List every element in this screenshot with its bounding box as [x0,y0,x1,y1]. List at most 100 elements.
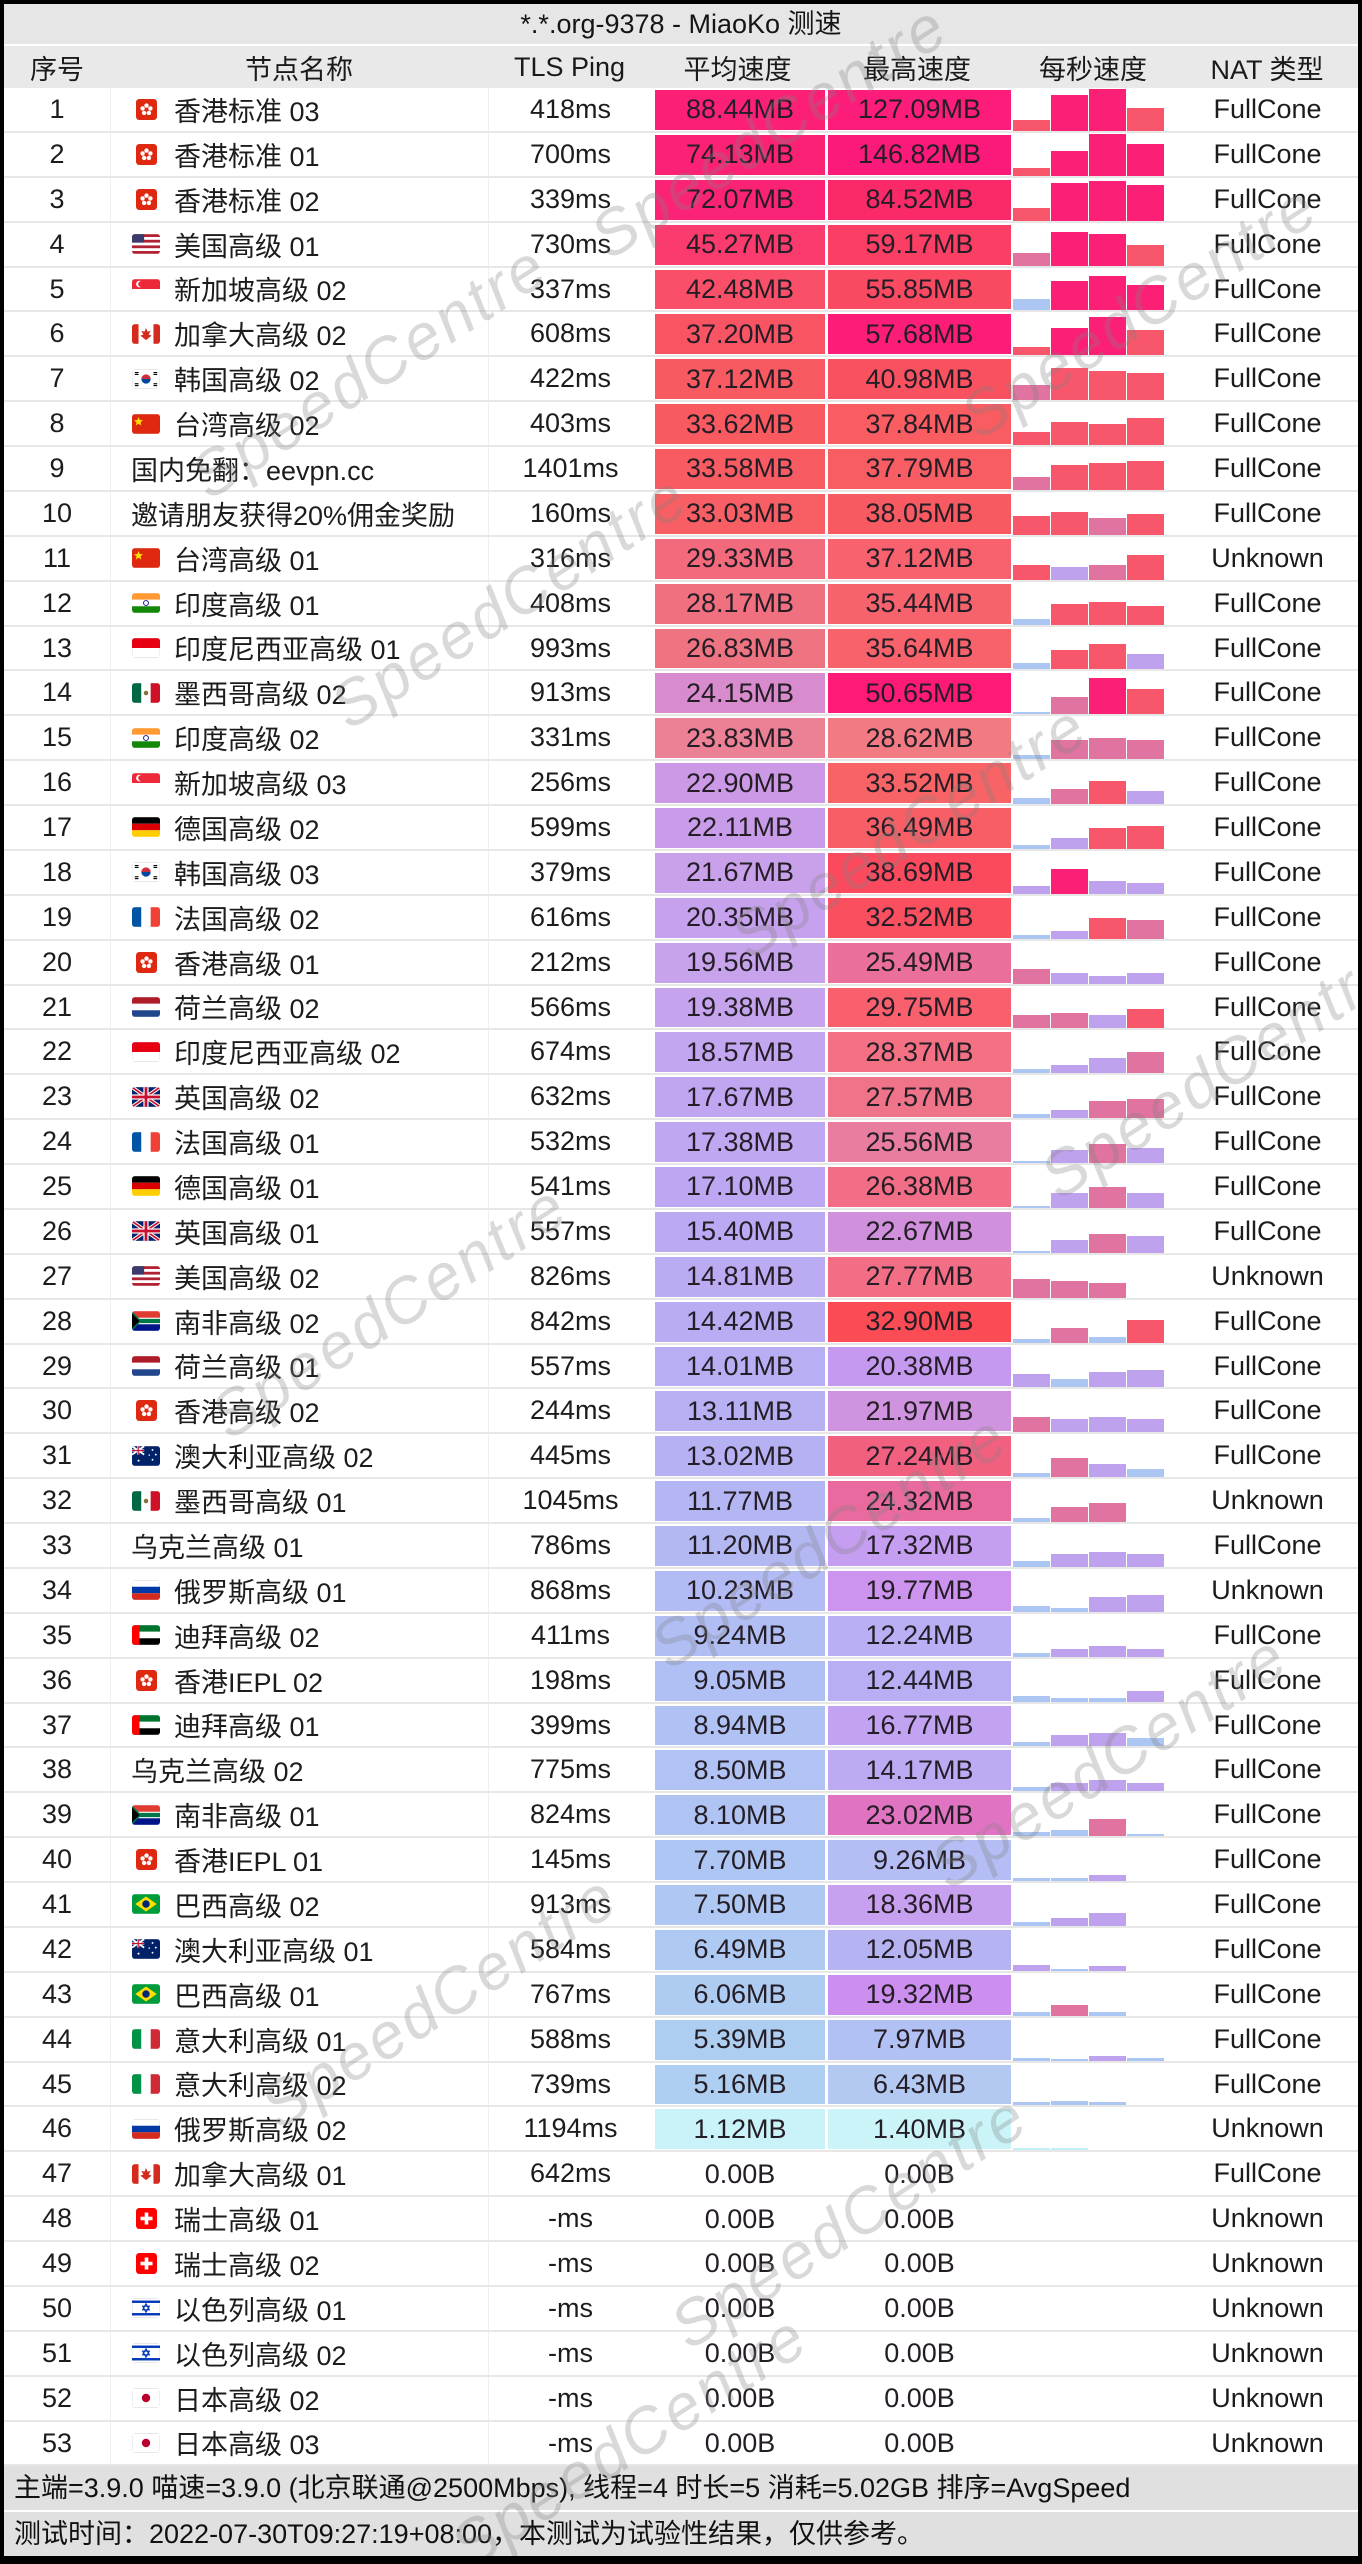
ae-flag-icon [131,1625,161,1645]
spark-bar [1089,1015,1126,1029]
spark-bar [1013,1742,1050,1747]
speed-sparkline [1013,806,1177,849]
row-index: 49 [41,2248,73,2278]
speed-sparkline [1013,2063,1177,2106]
node-name: 印度高级 01 [174,590,320,621]
avg-speed-cell: 0.00B [704,2158,776,2189]
avg-speed-cell: 13.11MB [655,1391,825,1432]
speed-sparkline [1013,1614,1177,1657]
node-name-cell: 以色列高级 01 [110,2286,488,2330]
au-flag-icon [131,1445,161,1466]
avg-speed-cell: 17.38MB [655,1122,825,1162]
nat-type: FullCone [1213,812,1322,842]
max-speed-cell: 84.52MB [828,179,1011,220]
avg-speed-cell: 26.83MB [655,628,825,669]
nat-type: FullCone [1213,228,1322,259]
max-speed-cell: 0.00B [884,2293,955,2324]
spark-bar [1051,1110,1088,1119]
spark-bar [1051,1507,1088,1522]
table-row: 4 美国高级 01 730ms 45.27MB 59.17MB FullCone [4,222,1358,268]
node-name-cell: 香港IEPL 01 [110,1838,488,1881]
speed-sparkline [1013,851,1177,894]
row-index: 32 [41,1485,73,1516]
max-speed-cell: 7.97MB [828,2019,1011,2060]
table-row: 48 瑞士高级 01 -ms 0.00B 0.00B Unknown [4,2197,1358,2242]
spark-bar [1051,930,1088,939]
spark-bar [1051,2058,1088,2061]
avg-speed-cell: 17.67MB [655,1077,825,1118]
table-row: 40 香港IEPL 01 145ms 7.70MB 9.26MB FullCone [4,1838,1358,1883]
avg-speed-cell: 19.56MB [655,942,825,983]
nat-type: FullCone [1213,1799,1322,1830]
spark-bar [1127,2057,1164,2061]
max-speed-cell: 0.00B [884,2338,955,2369]
node-name: 以色列高级 02 [174,2340,347,2371]
row-index: 37 [41,1709,73,1740]
row-index: 29 [41,1350,73,1381]
tls-ping-value: 674ms [488,1030,652,1074]
table-row: 35 迪拜高级 02 411ms 9.24MB 12.24MB FullCone [4,1613,1358,1659]
nat-type: Unknown [1211,1574,1324,1605]
speed-sparkline [1013,1434,1177,1478]
speed-sparkline [1013,268,1177,311]
spark-bar [1089,133,1126,176]
node-name-cell: 墨西哥高级 01 [110,1479,488,1522]
tls-ping-value: 616ms [488,895,652,939]
row-index: 20 [41,946,73,977]
table-row: 15 印度高级 02 331ms 23.83MB 28.62MB FullCone [4,716,1358,762]
tls-ping-value: -ms [488,2197,652,2240]
node-name-cell: 南非高级 01 [110,1793,488,1837]
nat-type: FullCone [1213,138,1322,169]
node-name-cell: 法国高级 02 [110,895,488,939]
speed-sparkline [1013,2107,1177,2151]
row-index: 44 [41,2023,73,2054]
col-header-max-speed: 最高速度 [863,54,971,85]
il-flag-icon [131,2298,161,2319]
table-row: 39 南非高级 01 824ms 8.10MB 23.02MB FullCone [4,1793,1358,1839]
nat-type: FullCone [1213,318,1322,349]
spark-bar [1089,678,1126,715]
row-index: 1 [49,94,65,124]
node-name-cell: 德国高级 02 [110,806,488,849]
avg-speed-cell: 8.10MB [655,1795,825,1836]
spark-bar [1089,424,1126,445]
spark-bar [1051,1917,1088,1926]
spark-bar [1089,738,1126,760]
max-speed-cell: 40.98MB [828,359,1011,400]
avg-speed-cell: 1.12MB [655,2109,825,2150]
nat-type: FullCone [1213,1844,1322,1875]
avg-speed-cell: 22.90MB [655,763,825,803]
max-speed-cell: 32.52MB [828,897,1011,938]
spark-bar [1051,740,1088,760]
row-index: 3 [49,183,65,214]
spark-bar [1127,1148,1164,1163]
max-speed-cell: 28.62MB [828,718,1011,759]
table-body: 1 香港标准 03 418ms 88.44MB 127.09MB FullCone 2 香港标… [4,88,1358,2467]
hk-flag-icon [131,98,161,120]
avg-speed-cell: 19.38MB [655,987,825,1028]
avg-speed-cell: 11.77MB [655,1481,825,1521]
row-index: 15 [41,722,73,753]
spark-bar [1051,1327,1088,1343]
hk-flag-icon [131,1400,161,1422]
spark-bar [1051,697,1088,715]
tls-ping-value: 993ms [488,626,652,670]
spark-bar [1051,281,1088,311]
spark-bar [1013,432,1050,445]
tls-ping-value: 599ms [488,806,652,849]
row-index: 17 [41,812,73,842]
row-index: 24 [41,1126,73,1157]
ca-flag-icon [131,324,161,344]
spark-bar [1089,371,1126,401]
spark-bar [1013,844,1050,849]
max-speed-cell: 127.09MB [828,90,1011,130]
divider [4,2510,1358,2513]
nat-type: FullCone [1213,1126,1322,1157]
node-name-cell: 德国高级 01 [110,1165,488,1208]
avg-speed-cell: 88.44MB [655,90,825,130]
cn-flag-icon [131,548,161,568]
table-row: 25 德国高级 01 541ms 17.10MB 26.38MB FullCone [4,1165,1358,1210]
avg-speed-cell: 33.58MB [655,449,825,489]
spark-bar [1051,94,1088,131]
speed-sparkline [1013,627,1177,670]
